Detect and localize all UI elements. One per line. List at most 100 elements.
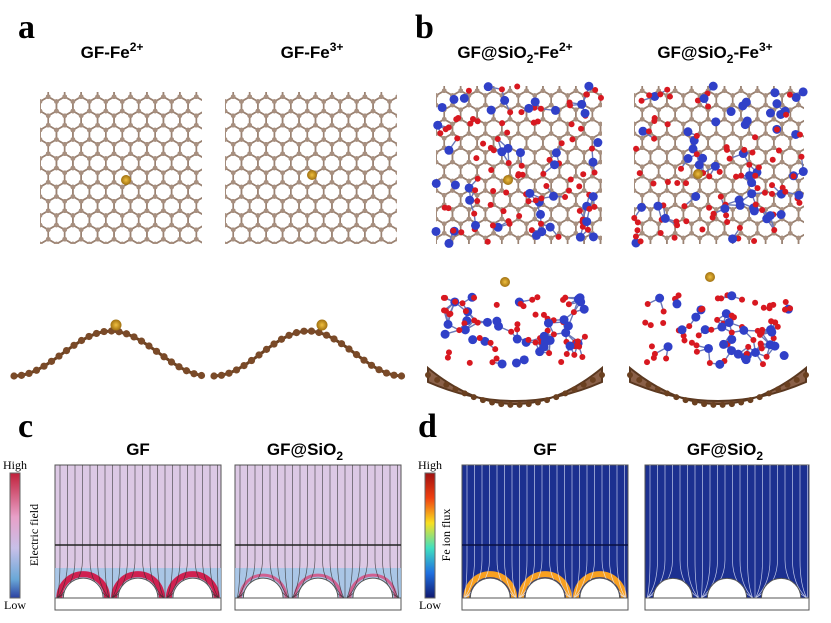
carbon bbox=[210, 123, 215, 128]
carbon bbox=[549, 65, 554, 70]
carbon bbox=[821, 231, 826, 236]
carbon bbox=[194, 198, 199, 204]
carbon bbox=[623, 193, 628, 198]
carbon bbox=[713, 102, 719, 108]
carbon bbox=[206, 242, 211, 247]
carbon bbox=[330, 85, 335, 90]
carbon bbox=[128, 85, 133, 90]
bond bbox=[764, 232, 783, 244]
carbon bbox=[225, 222, 228, 228]
carbon bbox=[648, 102, 653, 108]
carbon bbox=[29, 170, 34, 175]
bond bbox=[15, 140, 31, 159]
o-atom bbox=[555, 233, 562, 240]
carbon bbox=[573, 173, 579, 179]
carbon bbox=[54, 251, 59, 256]
carbon bbox=[296, 151, 302, 157]
carbon bbox=[450, 74, 455, 79]
carbon bbox=[321, 165, 327, 171]
carbon bbox=[425, 136, 430, 141]
carbon bbox=[623, 231, 628, 236]
carbon bbox=[21, 80, 26, 85]
carbon bbox=[557, 79, 562, 84]
carbon bbox=[804, 250, 809, 255]
carbon bbox=[499, 159, 505, 165]
carbon bbox=[698, 74, 703, 79]
carbon bbox=[722, 250, 727, 255]
bond bbox=[436, 94, 437, 106]
carbon bbox=[714, 245, 719, 250]
carbon bbox=[615, 103, 620, 108]
carbon bbox=[346, 170, 351, 176]
carbon bbox=[606, 107, 611, 112]
carbon bbox=[491, 116, 496, 122]
carbon bbox=[136, 71, 141, 76]
carbon bbox=[321, 251, 326, 256]
carbon bbox=[681, 102, 686, 108]
bond bbox=[782, 62, 798, 81]
carbon bbox=[598, 102, 602, 108]
bond bbox=[40, 157, 41, 169]
carbon bbox=[214, 94, 219, 99]
carbon bbox=[821, 79, 826, 84]
carbon bbox=[714, 65, 719, 70]
carbon bbox=[813, 217, 818, 222]
carbon bbox=[120, 80, 125, 85]
carbon bbox=[813, 236, 818, 241]
carbon bbox=[202, 71, 207, 76]
si-atom bbox=[525, 188, 535, 198]
carbon bbox=[45, 122, 51, 128]
carbon bbox=[615, 150, 620, 155]
carbon bbox=[219, 156, 224, 161]
carbon bbox=[214, 85, 219, 90]
carbon bbox=[225, 194, 228, 199]
carbon bbox=[346, 141, 351, 147]
carbon bbox=[363, 66, 368, 71]
carbon bbox=[656, 250, 661, 255]
carbon bbox=[177, 198, 183, 204]
carbon bbox=[634, 207, 637, 212]
carbon bbox=[321, 71, 326, 76]
carbon bbox=[185, 165, 191, 171]
o-atom bbox=[568, 121, 575, 128]
carbon bbox=[25, 369, 33, 377]
carbon bbox=[329, 141, 335, 147]
carbon bbox=[467, 245, 472, 250]
bond bbox=[15, 197, 31, 216]
carbon bbox=[337, 194, 343, 199]
bond bbox=[551, 62, 567, 81]
carbon bbox=[346, 256, 351, 261]
carbon bbox=[524, 79, 529, 84]
carbon bbox=[206, 156, 211, 161]
carbon bbox=[360, 356, 368, 364]
carbon bbox=[297, 256, 302, 261]
carbon bbox=[434, 65, 439, 70]
carbon bbox=[540, 145, 546, 151]
carbon bbox=[681, 188, 686, 193]
carbon bbox=[574, 79, 579, 84]
carbon bbox=[582, 245, 587, 250]
carbon bbox=[232, 366, 241, 374]
carbon bbox=[375, 366, 383, 374]
carbon bbox=[152, 127, 158, 133]
carbon bbox=[673, 79, 678, 84]
bond bbox=[307, 68, 323, 87]
carbon bbox=[136, 80, 141, 85]
carbon bbox=[590, 107, 595, 113]
carbon bbox=[136, 251, 141, 256]
bond bbox=[807, 105, 823, 124]
carbon bbox=[665, 245, 670, 250]
carbon bbox=[404, 185, 409, 190]
carbon bbox=[672, 173, 678, 179]
carbon bbox=[144, 236, 150, 242]
si-atom bbox=[545, 222, 555, 232]
o-atom bbox=[532, 197, 539, 204]
carbon bbox=[515, 93, 521, 98]
carbon bbox=[304, 127, 310, 133]
carbon bbox=[71, 80, 76, 85]
o-atom bbox=[528, 227, 535, 234]
bond bbox=[388, 238, 397, 244]
carbon bbox=[387, 108, 392, 114]
carbon bbox=[202, 80, 207, 85]
carbon bbox=[664, 150, 670, 155]
